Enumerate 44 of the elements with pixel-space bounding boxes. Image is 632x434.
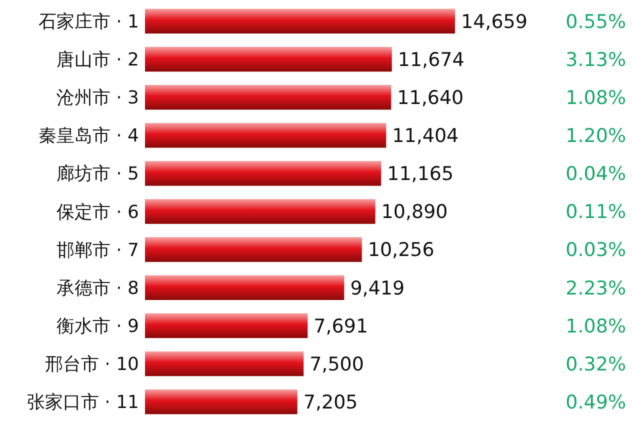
data-label: 11,165	[387, 163, 454, 186]
y-tick-label: 唐山市 · 2	[56, 50, 139, 71]
data-label: 7,691	[314, 315, 368, 338]
data-label: 11,640	[397, 86, 464, 109]
text: 1.08%	[566, 315, 626, 338]
y-tick-label: 廊坊市 · 5	[56, 164, 139, 185]
y-tick-label: 保定市 · 6	[56, 202, 139, 223]
bar	[145, 237, 362, 262]
text: 0.04%	[566, 163, 626, 186]
data-label: 14,659	[461, 10, 528, 33]
bar	[145, 123, 386, 148]
bar	[145, 84, 392, 110]
bar	[145, 46, 392, 72]
text: 3.13%	[566, 48, 626, 71]
data-label: 10,256	[368, 239, 434, 262]
bar	[145, 313, 308, 338]
data-label: 9,419	[350, 277, 405, 300]
y-tick-label: 石家庄市 · 1	[38, 11, 139, 32]
text: 0.49%	[566, 391, 626, 414]
text: 0.03%	[566, 239, 626, 262]
text: 1.08%	[566, 86, 626, 109]
text: 1.20%	[566, 125, 626, 148]
bar	[145, 8, 455, 34]
bar	[145, 161, 382, 186]
text: 0.32%	[566, 353, 626, 376]
data-label: 11,674	[398, 48, 464, 71]
data-label: 7,500	[310, 353, 364, 376]
text: 2.23%	[566, 277, 626, 300]
data-label: 10,890	[381, 201, 448, 224]
y-tick-label: 衡水市 · 9	[56, 316, 139, 337]
y-tick-label: 邢台市 · 10	[44, 354, 139, 376]
data-label: 7,205	[303, 391, 358, 414]
bar	[145, 389, 298, 414]
bar	[145, 199, 376, 224]
text: 0.55%	[566, 10, 626, 33]
y-tick-label: 沧州市 · 3	[56, 88, 139, 109]
text: 0.11%	[566, 201, 626, 224]
y-tick-label: 张家口市 · 11	[26, 392, 139, 414]
y-tick-label: 邯郸市 · 7	[56, 240, 139, 261]
y-tick-label: 承德市 · 8	[56, 278, 139, 299]
bar	[145, 275, 344, 300]
data-label: 11,404	[392, 125, 459, 148]
y-tick-label: 秦皇岛市 · 4	[38, 126, 139, 147]
bar	[145, 351, 304, 376]
